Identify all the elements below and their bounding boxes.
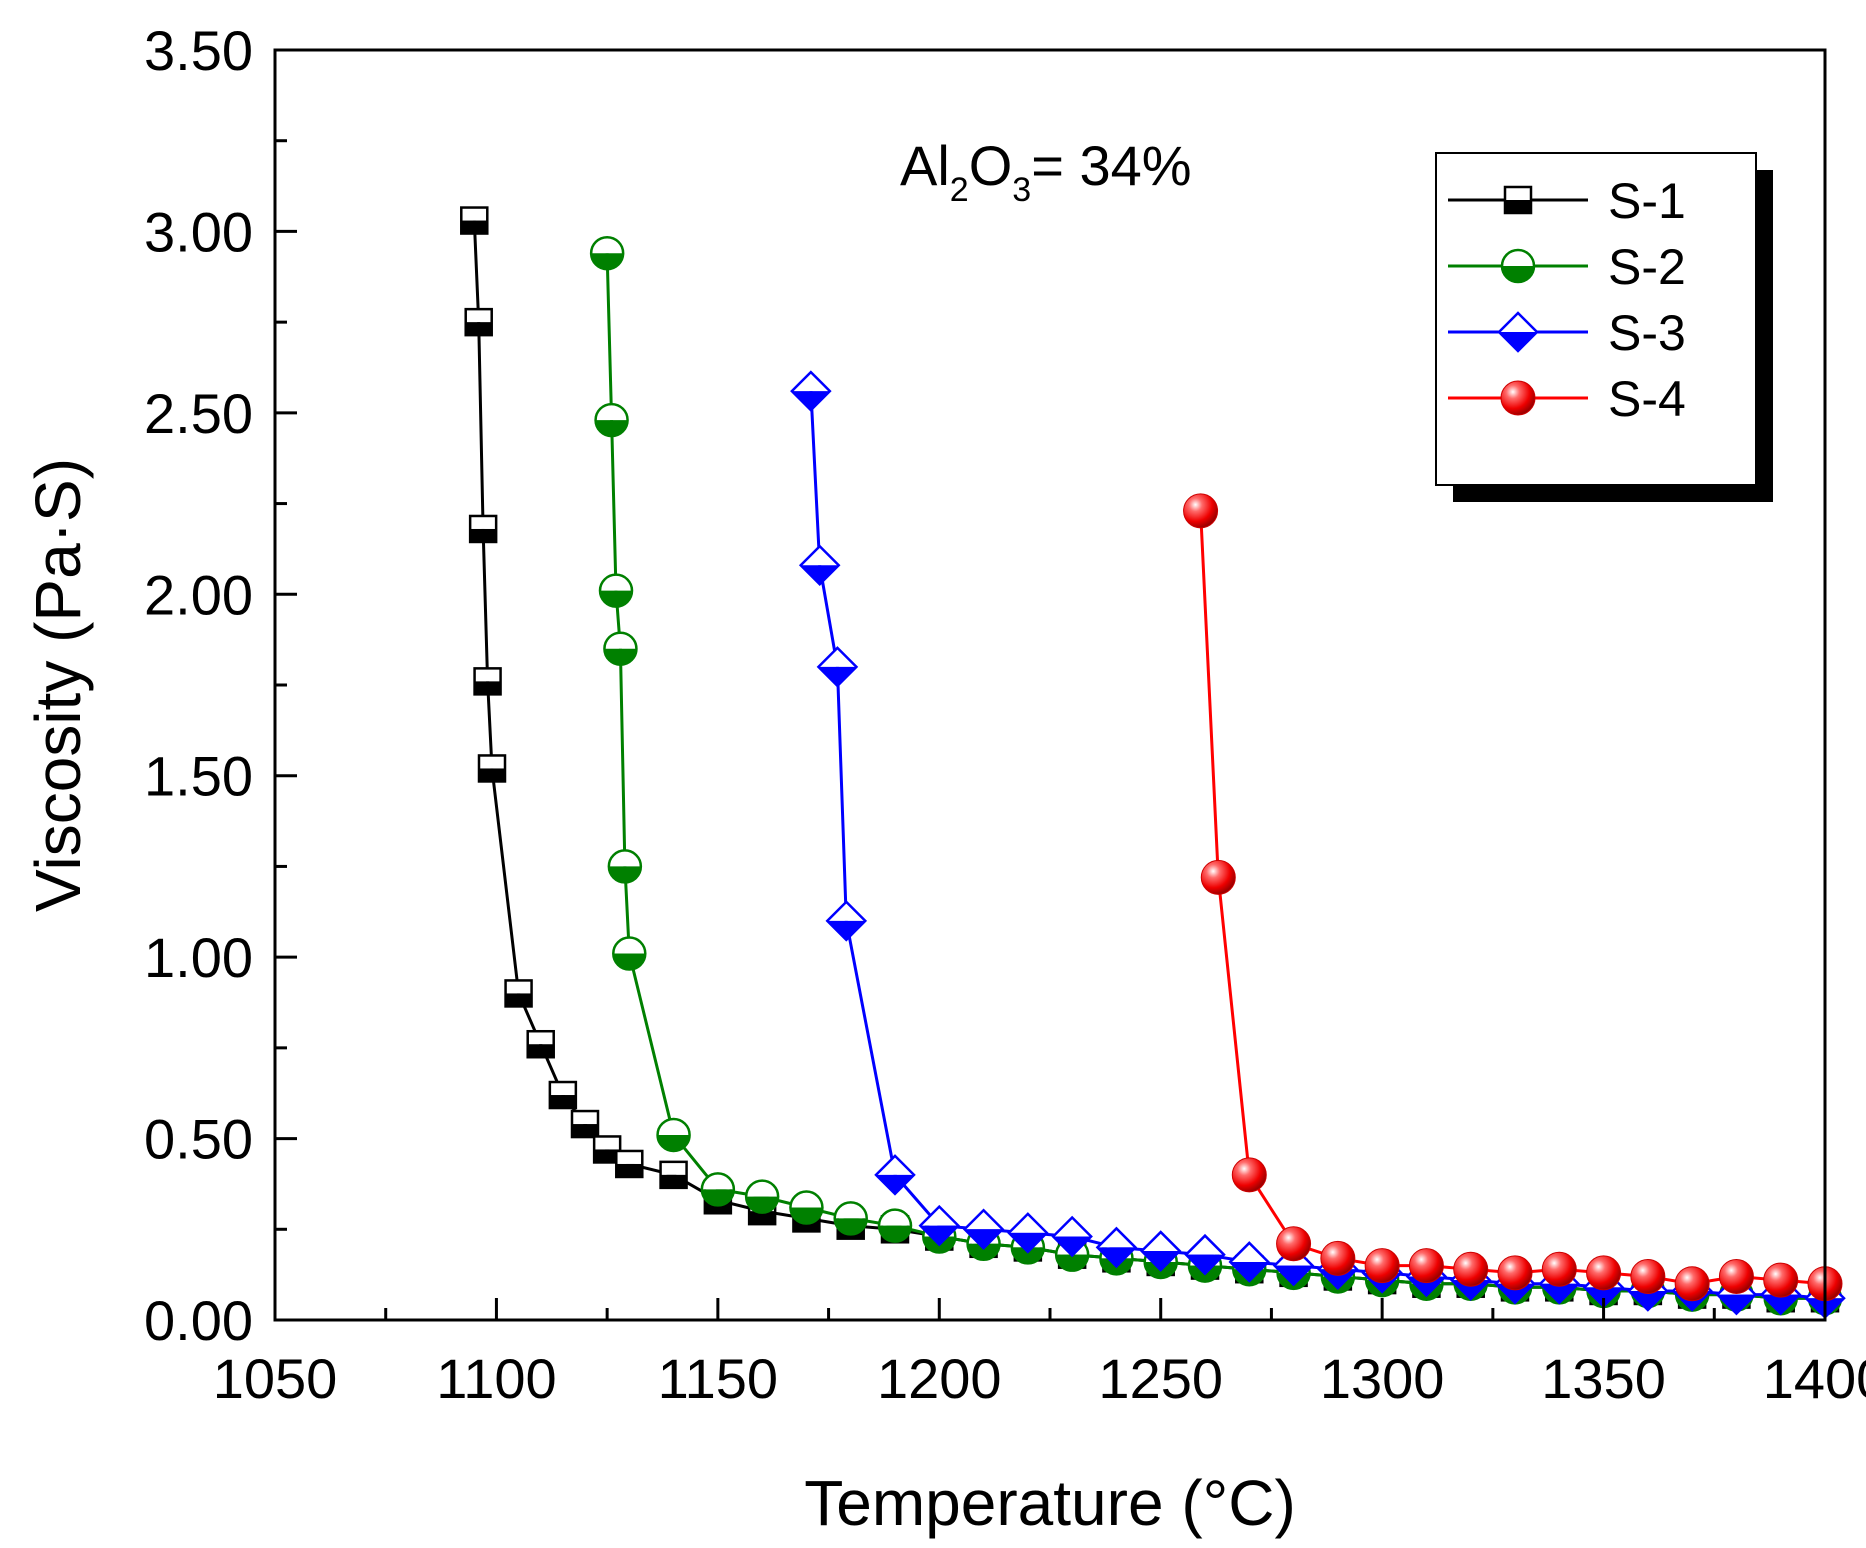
data-point [615,1149,644,1179]
data-point [1007,1212,1049,1254]
legend-item-S-2: S-2 [1448,239,1686,295]
legend-marker [1500,380,1536,416]
data-point [1718,1258,1754,1294]
y-tick-label: 0.00 [144,1289,253,1352]
y-axis-title: Viscosity (Pa·S) [22,458,94,912]
legend-item-S-3: S-3 [1448,305,1686,361]
x-tick-label: 1350 [1541,1347,1666,1410]
legend-box [1435,152,1757,486]
data-point [548,1080,578,1110]
data-point [598,573,634,608]
data-point [789,1190,824,1225]
data-point [1228,1241,1271,1283]
legend-label: S-4 [1608,371,1686,427]
data-point [1586,1255,1622,1291]
x-tick-label: 1200 [877,1347,1002,1410]
data-point [603,631,638,666]
data-point [825,900,868,942]
x-tick-label: 1300 [1320,1347,1445,1410]
data-point [798,544,841,587]
legend-item-S-4: S-4 [1448,371,1686,427]
y-tick-label: 2.00 [144,563,253,626]
data-point [1051,1215,1093,1258]
data-point [1183,493,1219,529]
data-point [1276,1226,1312,1262]
data-point [1674,1266,1710,1302]
data-point [526,1029,555,1059]
data-point [918,1204,961,1247]
composition-annotation: Al2O3= 34% [900,134,1192,209]
data-point [1630,1258,1666,1294]
data-point [570,1109,600,1139]
y-tick-label: 3.00 [144,200,253,263]
series-S-3 [790,370,1846,1319]
legend-label: S-2 [1608,239,1686,295]
data-point [1184,1233,1226,1276]
data-point [1763,1262,1799,1298]
data-point [589,235,625,271]
data-point [1139,1230,1182,1272]
x-tick-label: 1100 [436,1347,556,1410]
y-tick-label: 2.50 [144,382,253,445]
data-point [833,1201,868,1236]
data-point [1453,1251,1489,1287]
data-point [1541,1251,1577,1287]
x-tick-label: 1250 [1098,1347,1223,1410]
data-point [700,1172,736,1207]
data-point [477,754,507,783]
data-point [1408,1248,1444,1284]
legend-marker [1497,311,1539,353]
data-point [607,849,643,884]
y-tick-label: 3.50 [144,19,253,82]
series-S-4 [1183,493,1843,1302]
data-point [659,1160,688,1190]
legend-marker [1500,248,1536,284]
x-tick-label: 1150 [658,1347,778,1410]
series-line-S-4 [1199,510,1826,1286]
data-point [468,514,498,544]
data-point [877,1208,913,1243]
data-point [473,667,502,696]
data-point [1095,1226,1138,1269]
data-point [594,402,629,438]
x-axis-title: Temperature (°C) [804,1467,1296,1539]
legend-label: S-1 [1608,173,1686,229]
data-point [1200,859,1236,895]
data-point [1364,1248,1400,1284]
data-point [744,1179,780,1214]
data-point [612,936,647,971]
data-point [1320,1240,1356,1276]
data-point [816,646,859,688]
y-tick-label: 1.00 [144,926,253,989]
x-tick-label: 1050 [213,1347,338,1410]
legend: S-1 S-2 S-3 S-4 [1435,152,1773,502]
data-point [874,1154,916,1196]
data-point [592,1135,622,1164]
legend-item-S-1: S-1 [1448,173,1686,229]
y-tick-label: 1.50 [144,745,253,808]
series-line-S-3 [809,391,1826,1300]
data-point [790,370,832,412]
data-point [962,1208,1005,1251]
data-point [464,307,493,337]
legend-label: S-3 [1608,305,1686,361]
data-point [504,979,533,1008]
y-tick-label: 0.50 [144,1108,253,1171]
legend-marker [1503,185,1533,215]
data-point [656,1117,691,1153]
data-point [1497,1255,1533,1291]
data-point [460,206,489,235]
data-point [1231,1157,1267,1193]
